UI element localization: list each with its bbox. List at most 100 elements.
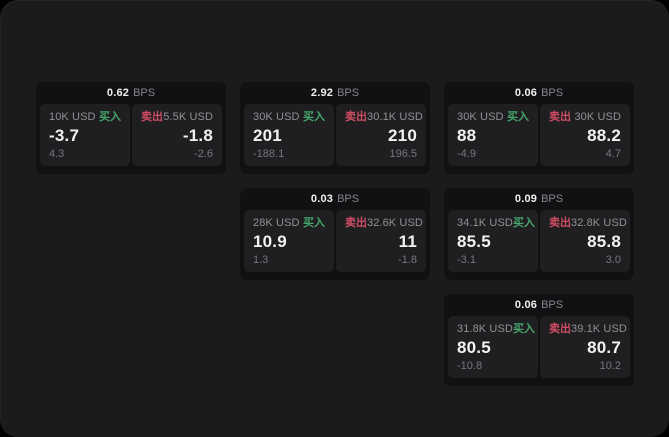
sell-amount-label: 39.1K USD (571, 323, 627, 335)
buy-side-label: 买入 (303, 217, 325, 229)
sell-panel-header: 卖出 30K USD (549, 111, 621, 123)
sell-panel[interactable]: 卖出 30.1K USD 210 196.5 (336, 104, 426, 166)
bps-value: 0.03 (310, 193, 334, 205)
sell-side-label: 卖出 (141, 111, 163, 123)
buy-amount-label: 30K USD (457, 111, 504, 123)
quote-panels: 10K USD 买入 -3.7 4.3 卖出 5.5K USD -1.8 -2.… (36, 104, 226, 170)
bps-value: 0.62 (106, 87, 130, 99)
sell-panel-header: 卖出 30.1K USD (345, 111, 423, 123)
buy-price-value: 80.5 (457, 337, 491, 357)
sell-amount-label: 32.6K USD (367, 217, 423, 229)
sell-amount-label: 5.5K USD (163, 111, 213, 123)
buy-delta-value: 4.3 (49, 148, 65, 160)
quote-card: 2.92 BPS 30K USD 买入 201 -188.1 卖出 30.1K … (240, 82, 430, 174)
buy-panel[interactable]: 31.8K USD 买入 80.5 -10.8 (448, 316, 538, 378)
bps-value: 2.92 (310, 87, 334, 99)
sell-panel[interactable]: 卖出 39.1K USD 80.7 10.2 (540, 316, 630, 378)
buy-panel-header: 28K USD 买入 (253, 217, 325, 229)
sell-panel[interactable]: 卖出 30K USD 88.2 4.7 (540, 104, 630, 166)
sell-price-value: -1.8 (182, 125, 213, 145)
bps-value: 0.09 (514, 193, 538, 205)
buy-side-label: 买入 (512, 217, 535, 229)
buy-panel-header: 10K USD 买入 (49, 111, 121, 123)
sell-delta-value: -2.6 (194, 148, 213, 160)
sell-amount-label: 32.8K USD (571, 217, 627, 229)
sell-panel-header: 卖出 5.5K USD (141, 111, 213, 123)
sell-amount-label: 30.1K USD (367, 111, 423, 123)
buy-panel-header: 34.1K USD 买入 (457, 217, 535, 229)
bps-unit-label: BPS (337, 193, 360, 205)
sell-panel[interactable]: 卖出 32.8K USD 85.8 3.0 (540, 210, 630, 272)
bps-unit-label: BPS (541, 193, 564, 205)
sell-panel-header: 卖出 32.6K USD (345, 217, 423, 229)
sell-delta-value: -1.8 (398, 254, 417, 266)
bps-unit-label: BPS (541, 299, 564, 311)
buy-panel[interactable]: 10K USD 买入 -3.7 4.3 (40, 104, 130, 166)
sell-delta-value: 10.2 (599, 360, 621, 372)
sell-price-value: 88.2 (587, 125, 621, 145)
quote-card: 0.62 BPS 10K USD 买入 -3.7 4.3 卖出 5.5K USD… (36, 82, 226, 174)
buy-side-label: 买入 (507, 111, 529, 123)
bps-unit-label: BPS (133, 87, 156, 99)
sell-panel[interactable]: 卖出 32.6K USD 11 -1.8 (336, 210, 426, 272)
sell-panel-header: 卖出 39.1K USD (549, 323, 627, 335)
buy-amount-label: 34.1K USD (457, 217, 513, 229)
quote-panels: 30K USD 买入 201 -188.1 卖出 30.1K USD 210 1… (240, 104, 430, 170)
buy-side-label: 买入 (303, 111, 325, 123)
buy-delta-value: -3.1 (457, 254, 476, 266)
sell-side-label: 卖出 (549, 217, 571, 229)
buy-panel[interactable]: 30K USD 买入 201 -188.1 (244, 104, 334, 166)
quote-panels: 34.1K USD 买入 85.5 -3.1 卖出 32.8K USD 85.8… (444, 210, 634, 276)
sell-side-label: 卖出 (549, 323, 571, 335)
quote-card: 0.06 BPS 30K USD 买入 88 -4.9 卖出 30K USD 8… (444, 82, 634, 174)
buy-price-value: -3.7 (49, 125, 80, 145)
buy-side-label: 买入 (99, 111, 121, 123)
buy-amount-label: 30K USD (253, 111, 300, 123)
buy-side-label: 买入 (512, 323, 535, 335)
buy-panel[interactable]: 34.1K USD 买入 85.5 -3.1 (448, 210, 538, 272)
sell-amount-label: 30K USD (574, 111, 621, 123)
sell-side-label: 卖出 (345, 111, 367, 123)
sell-price-value: 210 (388, 125, 417, 145)
buy-price-value: 10.9 (253, 231, 287, 251)
bps-value: 0.06 (514, 87, 538, 99)
buy-price-value: 88 (457, 125, 477, 145)
sell-delta-value: 3.0 (605, 254, 621, 266)
bps-header: 0.06 BPS (444, 82, 634, 104)
buy-panel[interactable]: 30K USD 买入 88 -4.9 (448, 104, 538, 166)
bps-value: 0.06 (514, 299, 538, 311)
bps-header: 0.62 BPS (36, 82, 226, 104)
bps-unit-label: BPS (541, 87, 564, 99)
buy-amount-label: 28K USD (253, 217, 300, 229)
bps-header: 0.03 BPS (240, 188, 430, 210)
buy-price-value: 201 (253, 125, 282, 145)
buy-delta-value: -10.8 (457, 360, 483, 372)
sell-price-value: 85.8 (587, 231, 621, 251)
sell-panel[interactable]: 卖出 5.5K USD -1.8 -2.6 (132, 104, 222, 166)
quote-card: 0.03 BPS 28K USD 买入 10.9 1.3 卖出 32.6K US… (240, 188, 430, 280)
quote-panels: 28K USD 买入 10.9 1.3 卖出 32.6K USD 11 -1.8 (240, 210, 430, 276)
bps-header: 0.09 BPS (444, 188, 634, 210)
buy-panel-header: 31.8K USD 买入 (457, 323, 535, 335)
bps-header: 2.92 BPS (240, 82, 430, 104)
quote-panels: 30K USD 买入 88 -4.9 卖出 30K USD 88.2 4.7 (444, 104, 634, 170)
buy-panel-header: 30K USD 买入 (457, 111, 529, 123)
quote-panels: 31.8K USD 买入 80.5 -10.8 卖出 39.1K USD 80.… (444, 316, 634, 382)
bps-header: 0.06 BPS (444, 294, 634, 316)
sell-delta-value: 196.5 (389, 148, 417, 160)
sell-panel-header: 卖出 32.8K USD (549, 217, 627, 229)
quote-card: 0.09 BPS 34.1K USD 买入 85.5 -3.1 卖出 32.8K… (444, 188, 634, 280)
buy-panel[interactable]: 28K USD 买入 10.9 1.3 (244, 210, 334, 272)
buy-price-value: 85.5 (457, 231, 491, 251)
buy-delta-value: -4.9 (457, 148, 476, 160)
buy-panel-header: 30K USD 买入 (253, 111, 325, 123)
sell-price-value: 80.7 (587, 337, 621, 357)
buy-delta-value: -188.1 (253, 148, 285, 160)
sell-price-value: 11 (398, 231, 417, 251)
bps-unit-label: BPS (337, 87, 360, 99)
sell-side-label: 卖出 (345, 217, 367, 229)
buy-delta-value: 1.3 (253, 254, 269, 266)
sell-delta-value: 4.7 (605, 148, 621, 160)
sell-side-label: 卖出 (549, 111, 571, 123)
